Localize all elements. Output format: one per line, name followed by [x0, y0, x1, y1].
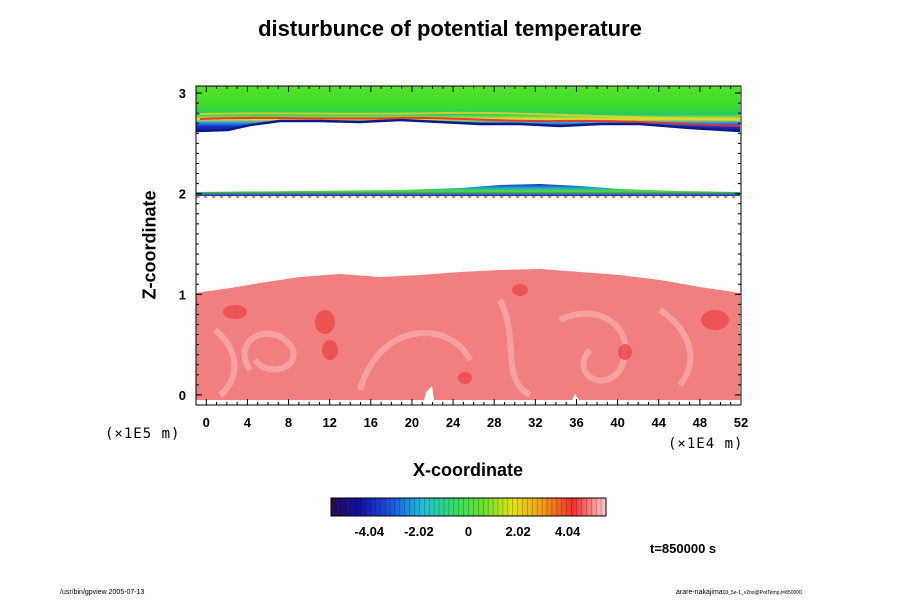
- x-tick-label: 28: [487, 415, 501, 430]
- upper-yellow-streak: [199, 111, 741, 121]
- temperature-field: [195, 86, 741, 400]
- x-axis-label: X-coordinate: [412, 460, 523, 480]
- x-axis: 0 4 8 12 16 20 24 28 32 36 40 44 48 52: [203, 86, 748, 430]
- y-axis-label: Z-coordinate: [139, 190, 160, 300]
- lower-layer-dark-spots: [223, 284, 729, 384]
- x-tick-label: 44: [652, 415, 667, 430]
- x-tick-label: 20: [405, 415, 419, 430]
- x-tick-label: 8: [285, 415, 292, 430]
- upper-layer-boundary: [195, 118, 741, 133]
- lower-layer-eddies: [213, 298, 694, 398]
- time-label: t=850000 s: [650, 541, 717, 556]
- x-axis-unit: (×1E4 m): [668, 436, 744, 452]
- colorbar-tick-label: 4.04: [555, 524, 581, 539]
- plot-frame: [195, 85, 742, 406]
- footer-author: arare-nakajima03_5e-1_v2no@PotTemp,t=850…: [676, 589, 802, 596]
- lower-layer-region: [196, 269, 740, 400]
- lower-layer-gap-1: [424, 386, 434, 400]
- x-tick-label: 40: [610, 415, 624, 430]
- colorbar-frame: [330, 497, 607, 517]
- y-tick-label: 2: [179, 187, 186, 202]
- middle-layer-region: [196, 184, 740, 196]
- x-tick-label: 36: [569, 415, 583, 430]
- z-axis-unit: (×1E5 m): [105, 426, 181, 442]
- colorbar-tick-label: -2.02: [404, 524, 434, 539]
- colorbar-tick-label: 0: [465, 524, 472, 539]
- x-tick-label: 32: [528, 415, 542, 430]
- footer-author-file: 03_5e-1_v2no@PotTemp,t=850000: [722, 590, 802, 596]
- x-tick-label: 12: [322, 415, 336, 430]
- x-tick-label: 4: [244, 415, 252, 430]
- y-tick-label: 1: [179, 287, 186, 302]
- y-tick-label: 0: [179, 388, 186, 403]
- x-tick-label: 24: [446, 415, 461, 430]
- footer-command: /usr/bin/gpview 2005-07-13: [60, 589, 145, 596]
- colorbar-tick-label: -4.04: [354, 524, 384, 539]
- x-tick-label: 16: [364, 415, 378, 430]
- colorbar-tick-label: 2.02: [505, 524, 530, 539]
- colorbar-gradient: [331, 498, 606, 516]
- x-tick-label: 0: [203, 415, 210, 430]
- x-tick-label: 52: [734, 415, 748, 430]
- y-axis: 0 1 2 3: [179, 86, 741, 403]
- y-tick-label: 3: [179, 86, 186, 101]
- colorbar: -4.04 -2.02 0 2.02 4.04: [330, 497, 607, 539]
- x-tick-label: 48: [693, 415, 707, 430]
- lower-layer-gap-2: [572, 394, 579, 400]
- footer-author-main: arare-nakajima: [676, 589, 723, 596]
- upper-red-streak: [199, 116, 741, 127]
- chart-title: disturbunce of potential temperature: [258, 16, 642, 41]
